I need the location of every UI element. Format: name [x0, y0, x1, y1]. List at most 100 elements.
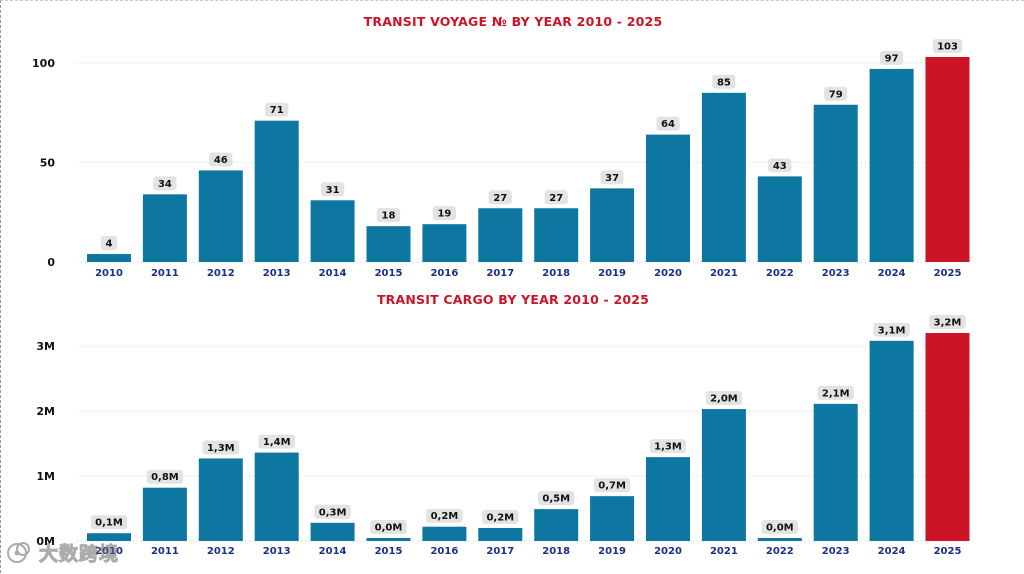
y-tick-label: 3M — [36, 340, 55, 353]
logo-icon — [7, 542, 30, 563]
bar — [198, 458, 243, 541]
data-label-background — [873, 322, 910, 337]
data-label: 0,3M — [319, 507, 347, 518]
data-label-background — [90, 515, 128, 530]
data-label-background — [265, 102, 289, 117]
data-label-background — [824, 86, 848, 101]
chart-title: TRANSIT VOYAGE № BY YEAR 2010 - 2025 — [364, 14, 663, 29]
data-label-background — [314, 504, 351, 519]
data-label: 34 — [158, 179, 172, 190]
bar — [254, 452, 299, 541]
bar — [310, 200, 355, 262]
data-label: 64 — [661, 119, 675, 130]
data-label-background — [376, 208, 401, 223]
x-tick-label: 2024 — [878, 546, 906, 557]
y-tick-label: 0M — [36, 535, 55, 548]
y-tick-label: 1M — [36, 470, 55, 483]
data-label: 0,0M — [766, 523, 794, 534]
x-tick-label: 2021 — [710, 546, 738, 557]
bar — [310, 522, 355, 541]
bar — [757, 176, 802, 262]
bar — [813, 403, 858, 541]
x-tick-label: 2020 — [654, 546, 682, 557]
bar — [590, 188, 635, 262]
x-tick-label: 2020 — [654, 268, 682, 279]
data-label: 0,7M — [598, 481, 626, 492]
data-label: 103 — [937, 41, 958, 52]
data-label-background — [146, 469, 184, 484]
x-tick-label: 2011 — [151, 268, 179, 279]
data-label-background — [538, 491, 575, 506]
data-label-background — [712, 74, 736, 89]
data-label-background — [209, 152, 233, 167]
data-label: 18 — [382, 211, 396, 222]
bar — [478, 208, 523, 262]
data-label-background — [202, 440, 239, 455]
x-tick-label: 2014 — [319, 268, 347, 279]
x-tick-label: 2014 — [319, 546, 347, 557]
bar — [646, 457, 690, 541]
data-label-background — [593, 478, 631, 493]
data-label: 85 — [717, 77, 731, 88]
data-label-background — [932, 38, 963, 53]
watermark: 大数跨境 — [5, 537, 119, 567]
bar — [869, 340, 914, 541]
data-label: 0,8M — [151, 472, 179, 483]
bar — [142, 194, 187, 262]
bar — [534, 509, 579, 541]
x-tick-label: 2025 — [934, 268, 962, 279]
data-label: 71 — [270, 105, 284, 116]
data-label: 3,2M — [934, 318, 962, 329]
bar — [366, 226, 411, 262]
data-label: 46 — [214, 155, 228, 166]
data-label: 0,0M — [375, 523, 403, 534]
data-label-background — [600, 170, 624, 185]
bar — [646, 134, 690, 262]
bar — [87, 254, 131, 262]
x-tick-label: 2012 — [207, 546, 235, 557]
data-label-background — [370, 520, 407, 534]
data-label: 19 — [437, 209, 451, 220]
data-label-background — [426, 508, 463, 523]
x-tick-label: 2010 — [95, 546, 123, 557]
bar — [534, 208, 579, 262]
x-tick-label: 2019 — [598, 268, 626, 279]
data-label: 0,2M — [486, 513, 514, 524]
x-tick-label: 2010 — [95, 268, 123, 279]
x-tick-label: 2022 — [766, 268, 794, 279]
data-label-background — [705, 391, 743, 406]
data-label-background — [817, 385, 854, 400]
watermark-text: 大数跨境 — [38, 542, 120, 565]
bar — [478, 528, 523, 541]
x-tick-label: 2018 — [542, 546, 570, 557]
data-label: 1,3M — [654, 442, 682, 453]
data-label-background — [544, 190, 568, 205]
data-label: 0,5M — [542, 494, 570, 505]
data-label-background — [432, 206, 456, 221]
x-tick-label: 2017 — [486, 268, 514, 279]
data-label: 0,1M — [95, 518, 123, 529]
x-tick-label: 2024 — [878, 268, 906, 279]
data-label: 2,1M — [822, 388, 850, 399]
x-tick-label: 2017 — [486, 546, 514, 557]
x-tick-label: 2025 — [934, 546, 962, 557]
x-tick-label: 2021 — [710, 268, 738, 279]
data-label-background — [656, 116, 680, 131]
bar — [366, 538, 411, 541]
bar — [198, 170, 243, 262]
x-tick-label: 2022 — [766, 546, 794, 557]
x-tick-label: 2016 — [430, 268, 458, 279]
data-label-background — [929, 315, 966, 329]
bar — [925, 56, 970, 262]
data-label: 0,2M — [431, 511, 459, 522]
x-tick-label: 2013 — [263, 546, 291, 557]
y-tick-label: 2M — [36, 405, 55, 418]
data-label: 43 — [773, 161, 787, 172]
x-tick-label: 2023 — [822, 268, 850, 279]
data-label: 27 — [493, 193, 507, 204]
data-label: 27 — [549, 193, 563, 204]
x-tick-label: 2012 — [207, 268, 235, 279]
data-label-background — [761, 520, 798, 534]
x-tick-label: 2018 — [542, 268, 570, 279]
y-tick-label: 0 — [47, 256, 55, 269]
